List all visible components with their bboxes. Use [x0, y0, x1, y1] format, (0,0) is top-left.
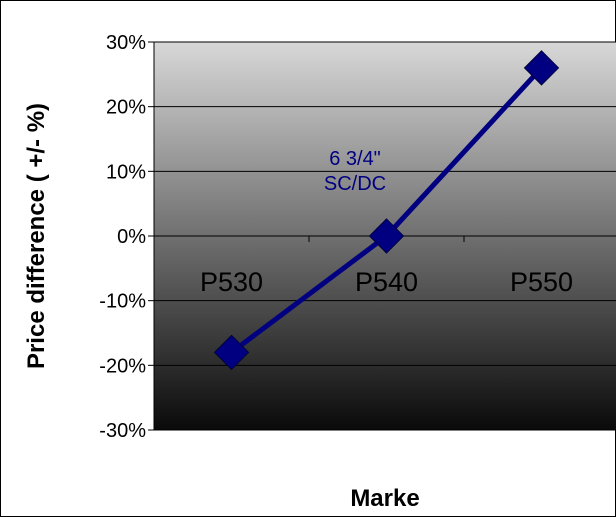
y-tick-labels: -30% -20% -10% 0% 10% 20% 30% — [99, 32, 146, 442]
series-markers — [213, 50, 560, 371]
y-tick-label: 20% — [106, 97, 146, 119]
x-tick-label: P550 — [510, 267, 573, 297]
data-point-marker — [368, 218, 405, 254]
annotation-line-2: SC/DC — [324, 173, 386, 195]
y-tick-label: -30% — [99, 420, 146, 442]
x-tick-labels: P530 P540 P550 — [200, 267, 573, 297]
y-tick-label: -20% — [99, 355, 146, 377]
y-tick-label: 30% — [106, 32, 146, 54]
x-axis-title: Marke — [350, 485, 419, 512]
x-tick-label: P540 — [355, 267, 418, 297]
y-tick-label: 0% — [117, 226, 146, 248]
data-point-marker — [213, 334, 250, 371]
annotation-line-1: 6 3/4" — [329, 148, 381, 170]
x-ticks — [308, 236, 465, 242]
y-ticks — [148, 41, 154, 431]
x-tick-label: P530 — [200, 267, 263, 297]
y-axis-title: Price difference ( +/- %) — [23, 103, 50, 369]
y-tick-label: 10% — [106, 161, 146, 183]
y-tick-label: -10% — [99, 291, 146, 313]
data-point-marker — [523, 50, 560, 86]
